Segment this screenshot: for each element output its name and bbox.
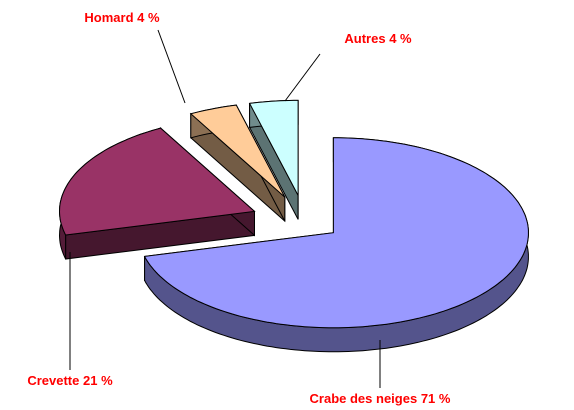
- pie-slice: [143, 137, 529, 353]
- value-label: 21 %: [83, 373, 113, 388]
- slice-top: [58, 127, 256, 236]
- pie-slice: [58, 126, 256, 260]
- slice-top: [143, 137, 529, 329]
- pie-slice: [189, 104, 286, 223]
- slice-top: [248, 99, 299, 196]
- value-label: 4 %: [389, 31, 412, 46]
- leader-line: [157, 29, 186, 104]
- slice-label: Crabe des neiges 71 %: [310, 391, 451, 406]
- slice-label: Homard 4 %: [84, 10, 160, 25]
- leader-line: [284, 53, 321, 102]
- category-label: Crabe des neiges: [310, 391, 418, 406]
- category-label: Crevette: [27, 373, 79, 388]
- category-label: Homard: [84, 10, 133, 25]
- slice-label: Crevette 21 %: [27, 373, 113, 388]
- pie-slice: [248, 99, 299, 220]
- category-label: Autres: [344, 31, 385, 46]
- value-label: 71 %: [421, 391, 451, 406]
- value-label: 4 %: [137, 10, 160, 25]
- slice-label: Autres 4 %: [344, 31, 412, 46]
- slice-top: [189, 104, 286, 198]
